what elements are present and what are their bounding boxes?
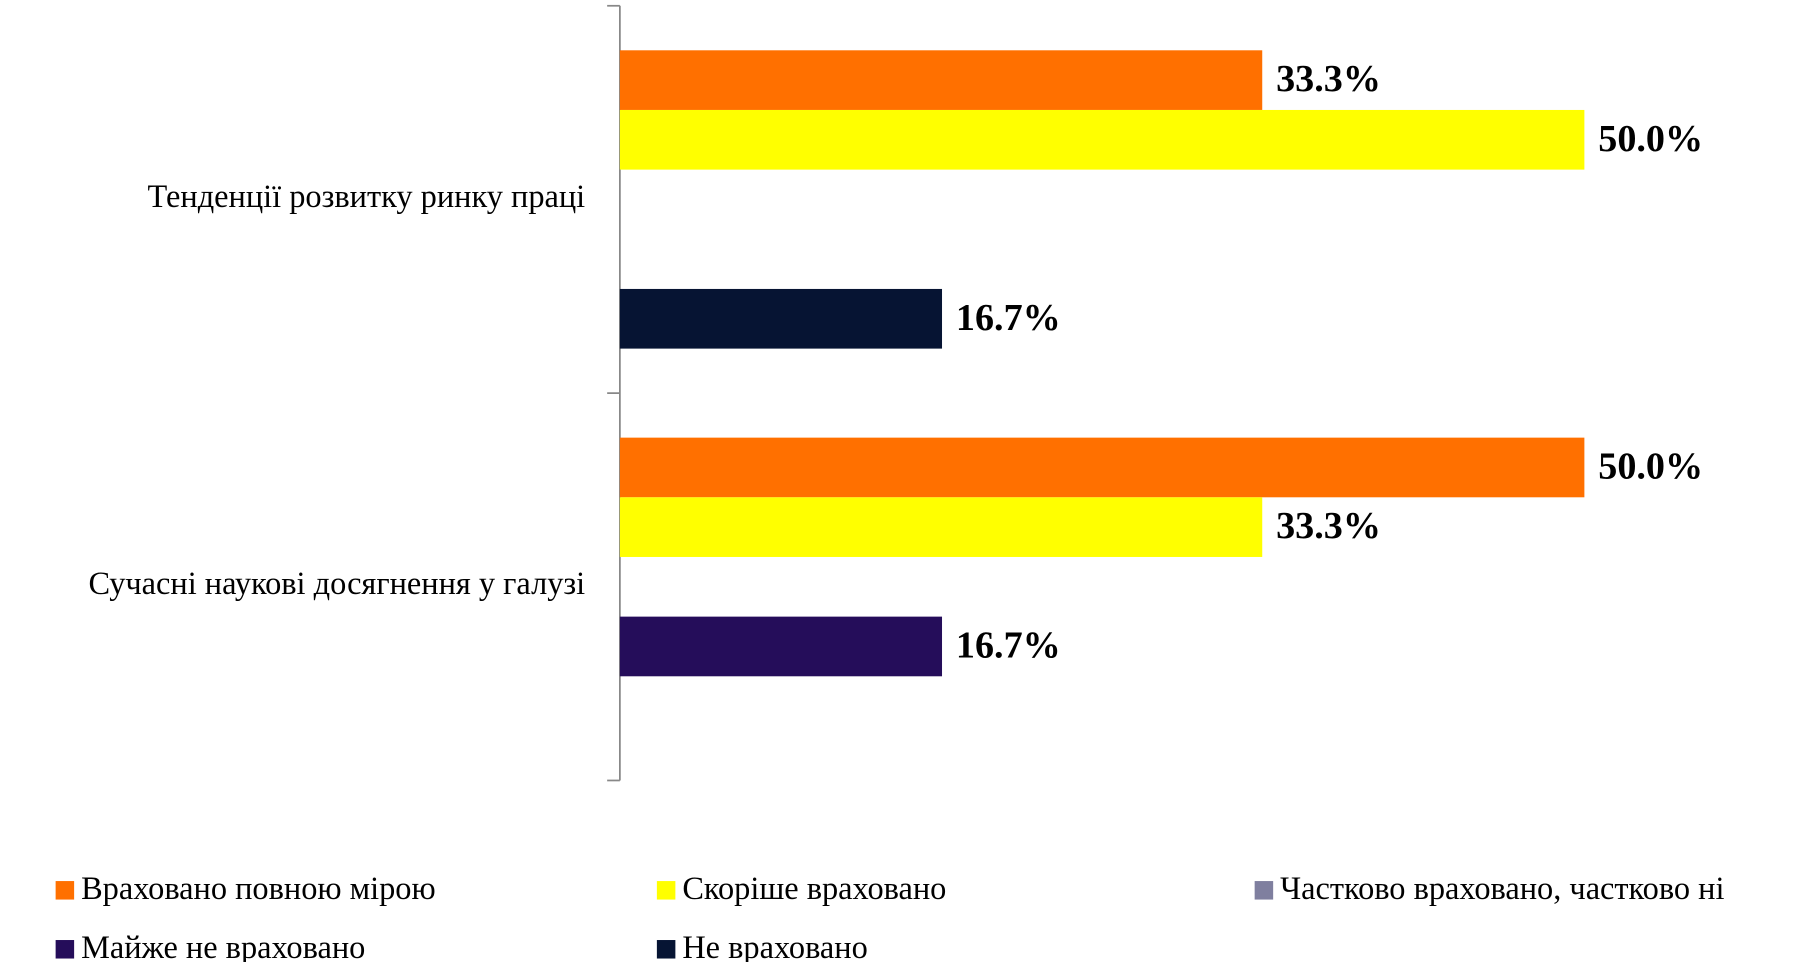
data-label: 33.3% — [1276, 505, 1381, 547]
data-label: 50.0% — [1598, 118, 1703, 160]
legend-label: Не враховано — [682, 930, 867, 962]
category-label: Тенденції розвитку ринку праці — [148, 179, 586, 215]
bar — [619, 50, 1263, 110]
legend-swatch — [1254, 881, 1274, 900]
data-label: 16.7% — [956, 297, 1061, 339]
bar — [619, 437, 1585, 498]
bar — [619, 497, 1263, 557]
legend-swatch — [55, 940, 75, 959]
data-label: 33.3% — [1276, 58, 1381, 100]
data-label: 16.7% — [956, 625, 1061, 667]
bar — [619, 109, 1585, 170]
legend-swatch — [656, 881, 676, 900]
legend-swatch — [656, 940, 676, 959]
bar — [619, 616, 943, 677]
legend-label: Скоріше враховано — [682, 871, 946, 907]
bar — [619, 288, 943, 349]
legend-swatch — [55, 881, 75, 900]
legend-label: Враховано повною мірою — [81, 871, 436, 907]
data-label: 50.0% — [1598, 446, 1703, 488]
legend-label: Майже не враховано — [81, 930, 365, 962]
category-label: Сучасні наукові досягнення у галузі — [88, 566, 585, 602]
legend-label: Частково враховано, частково ні — [1280, 871, 1724, 907]
